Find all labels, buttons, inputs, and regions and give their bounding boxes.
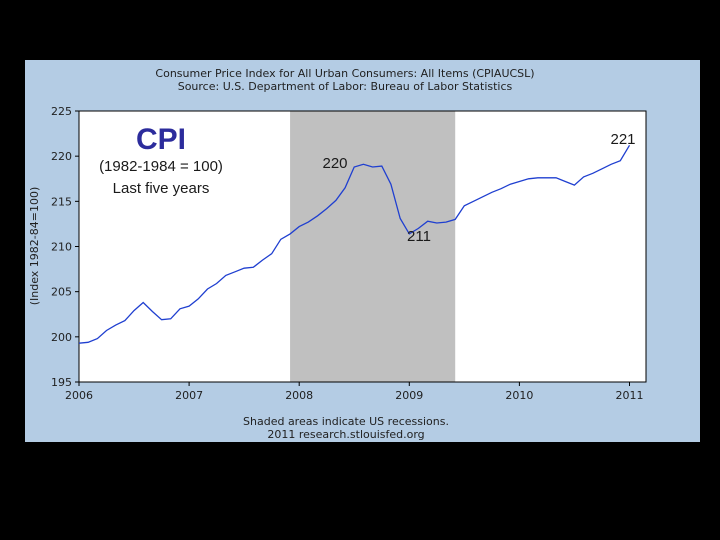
annotation-latest: 221	[610, 131, 635, 148]
cpi-line-chart: Consumer Price Index for All Urban Consu…	[28, 67, 647, 441]
x-tick-label: 2006	[65, 389, 93, 402]
y-tick-label: 210	[51, 241, 72, 254]
overlay-period-line: Last five years	[113, 180, 210, 197]
y-tick-label: 220	[51, 150, 72, 163]
annotation-trough: 211	[407, 228, 431, 245]
x-axis-ticks: 2006 2007 2008 2009 2010 2011	[65, 382, 643, 402]
y-tick-label: 205	[51, 286, 72, 299]
y-tick-label: 225	[51, 105, 72, 118]
y-tick-label: 215	[51, 195, 72, 208]
y-axis-ticks: 195 200 205 210 215 220 225	[51, 105, 79, 389]
x-tick-label: 2009	[395, 389, 423, 402]
overlay-base-line: (1982-1984 = 100)	[99, 158, 223, 175]
recession-note: Shaded areas indicate US recessions.	[243, 415, 449, 428]
x-tick-label: 2008	[285, 389, 313, 402]
x-tick-label: 2010	[505, 389, 533, 402]
chart-title: Consumer Price Index for All Urban Consu…	[155, 67, 534, 80]
overlay-headline: CPI	[136, 123, 186, 156]
chart-panel: Consumer Price Index for All Urban Consu…	[25, 60, 700, 442]
caption-box	[89, 118, 244, 204]
cpi-series-line	[78, 144, 631, 344]
source-note: 2011 research.stlouisfed.org	[267, 428, 424, 441]
y-axis-label: (Index 1982-84=100)	[28, 187, 41, 306]
annotation-peak: 220	[322, 155, 347, 172]
x-tick-label: 2007	[175, 389, 203, 402]
chart-subtitle: Source: U.S. Department of Labor: Bureau…	[178, 80, 513, 93]
x-tick-label: 2011	[615, 389, 643, 402]
y-tick-label: 195	[51, 376, 72, 389]
recession-band	[290, 111, 456, 382]
y-tick-label: 200	[51, 331, 72, 344]
